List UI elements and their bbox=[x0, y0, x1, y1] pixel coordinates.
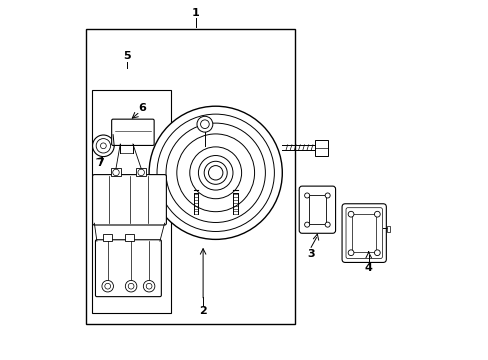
Text: 5: 5 bbox=[123, 51, 131, 61]
Text: 3: 3 bbox=[306, 249, 314, 259]
Bar bbox=[91, 90, 170, 313]
FancyBboxPatch shape bbox=[95, 240, 161, 297]
Circle shape bbox=[374, 211, 380, 217]
Circle shape bbox=[325, 222, 329, 227]
Bar bbox=[86, 29, 294, 324]
Circle shape bbox=[374, 250, 380, 256]
FancyBboxPatch shape bbox=[92, 175, 166, 225]
Circle shape bbox=[149, 106, 282, 239]
Bar bbox=[124, 234, 134, 241]
Circle shape bbox=[92, 135, 114, 157]
Bar bbox=[314, 140, 328, 156]
FancyBboxPatch shape bbox=[111, 119, 154, 145]
Bar bbox=[352, 214, 375, 252]
Circle shape bbox=[304, 193, 309, 198]
Text: 4: 4 bbox=[364, 263, 372, 273]
Circle shape bbox=[347, 211, 353, 217]
Circle shape bbox=[143, 280, 155, 292]
Bar bbox=[136, 168, 146, 176]
Circle shape bbox=[125, 280, 137, 292]
Bar bbox=[111, 168, 121, 176]
Text: 7: 7 bbox=[96, 158, 103, 168]
Bar bbox=[103, 234, 112, 241]
Bar bbox=[308, 195, 325, 224]
Circle shape bbox=[304, 222, 309, 227]
Text: 2: 2 bbox=[199, 306, 206, 316]
Text: 6: 6 bbox=[138, 103, 145, 113]
FancyBboxPatch shape bbox=[342, 204, 386, 262]
FancyBboxPatch shape bbox=[299, 186, 335, 233]
Circle shape bbox=[197, 116, 212, 132]
Circle shape bbox=[325, 193, 329, 198]
Bar bbox=[386, 226, 389, 231]
Text: 1: 1 bbox=[192, 8, 200, 18]
Circle shape bbox=[347, 250, 353, 256]
Circle shape bbox=[102, 280, 113, 292]
